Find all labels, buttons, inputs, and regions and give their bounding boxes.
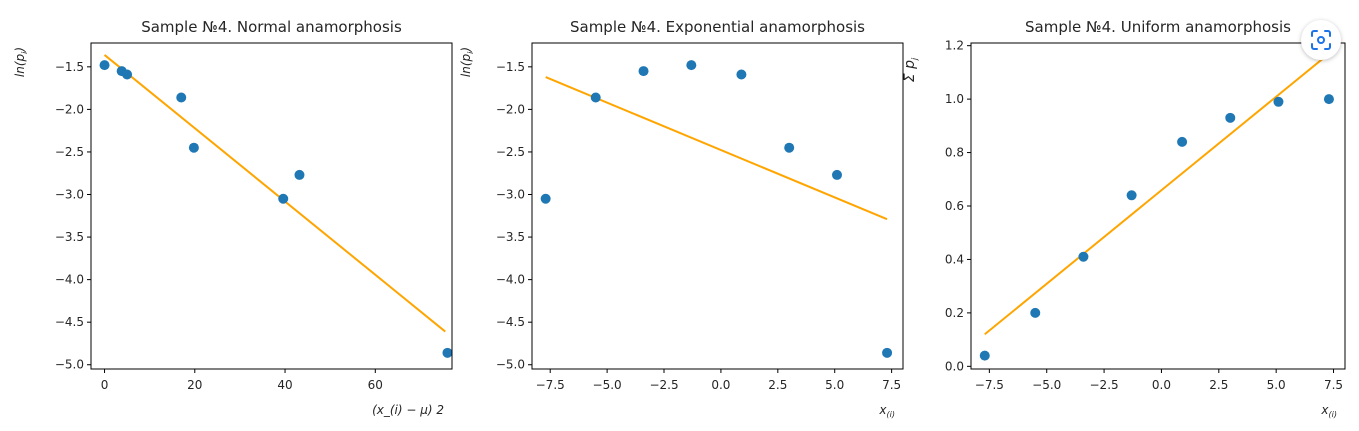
x-tick-label: 0.0	[711, 378, 730, 392]
chart-title: Sample №4. Exponential anamorphosis	[570, 18, 865, 36]
fit-line	[984, 52, 1330, 336]
data-point	[1323, 94, 1334, 105]
y-tick-label: −2.0	[496, 102, 525, 116]
data-point	[736, 69, 747, 80]
y-tick-label: −5.0	[55, 358, 84, 372]
y-tick-label: −1.5	[55, 60, 84, 74]
data-point	[1225, 112, 1236, 123]
x-tick-label: 2.5	[768, 378, 787, 392]
data-point	[686, 60, 697, 71]
x-axis-label: (x_(i) − μ) 2	[372, 403, 444, 417]
x-tick-label: 2.5	[1209, 378, 1228, 392]
chart-title: Sample №4. Uniform anamorphosis	[1025, 18, 1291, 36]
y-tick-label: −2.5	[55, 145, 84, 159]
x-axis-label: x(i)	[878, 403, 895, 419]
data-point	[590, 92, 601, 103]
chart-title: Sample №4. Normal anamorphosis	[141, 18, 402, 36]
y-tick-label: 0.8	[945, 146, 964, 160]
x-tick-label: −5.0	[593, 378, 622, 392]
x-tick-label: 60	[368, 378, 383, 392]
y-tick-label: −4.0	[55, 273, 84, 287]
data-point	[1030, 307, 1041, 318]
x-tick-label: −7.5	[536, 378, 565, 392]
y-axis-label: ln(pi)	[459, 47, 475, 77]
fit-line	[545, 76, 888, 221]
y-tick-label: 0.2	[945, 306, 964, 320]
axes-frame	[970, 42, 1346, 370]
axes-frame	[531, 42, 904, 370]
y-axis-label: ln(pi)	[13, 47, 29, 77]
y-tick-label: −5.0	[496, 358, 525, 372]
data-point	[784, 142, 795, 153]
y-tick-label: −2.5	[496, 145, 525, 159]
data-point	[122, 69, 133, 80]
data-point	[1177, 136, 1188, 147]
y-tick-label: 0.0	[945, 359, 964, 373]
y-tick-label: −3.0	[55, 188, 84, 202]
data-point	[176, 92, 187, 103]
data-point	[882, 347, 893, 358]
data-point	[540, 193, 551, 204]
lens-icon	[1311, 30, 1331, 50]
x-tick-label: 0	[101, 378, 109, 392]
y-tick-label: −2.0	[55, 102, 84, 116]
data-point	[1078, 251, 1089, 262]
y-axis-label: Σ pj	[902, 57, 919, 82]
x-tick-label: 7.5	[1324, 378, 1343, 392]
x-tick-label: 40	[277, 378, 292, 392]
data-point	[442, 347, 453, 358]
fit-line	[103, 54, 446, 333]
y-tick-label: −4.5	[55, 315, 84, 329]
chart-panel-2: Sample №4. Exponential anamorphosis−7.5−…	[459, 18, 904, 419]
y-tick-label: −4.5	[496, 315, 525, 329]
x-tick-label: 5.0	[825, 378, 844, 392]
data-point	[831, 169, 842, 180]
data-point	[1126, 190, 1137, 201]
x-tick-label: 0.0	[1152, 378, 1171, 392]
x-axis-label: x(i)	[1320, 403, 1337, 419]
x-tick-label: −7.5	[975, 378, 1004, 392]
x-tick-label: 20	[187, 378, 202, 392]
x-tick-label: 5.0	[1267, 378, 1286, 392]
y-tick-label: −3.5	[496, 230, 525, 244]
data-point	[188, 142, 199, 153]
y-tick-label: −4.0	[496, 273, 525, 287]
y-tick-label: −3.0	[496, 188, 525, 202]
data-point	[294, 169, 305, 180]
lens-button[interactable]	[1301, 20, 1341, 60]
y-tick-label: 0.6	[945, 199, 964, 213]
y-tick-label: 1.2	[945, 39, 964, 53]
y-tick-label: 0.4	[945, 252, 964, 266]
x-tick-label: −5.0	[1032, 378, 1061, 392]
axes-frame	[90, 42, 453, 370]
data-point	[979, 350, 990, 361]
data-point	[638, 66, 649, 77]
chart-panel-3: Sample №4. Uniform anamorphosis −7.5 −5.0 −…	[902, 18, 1346, 419]
y-tick-label: −1.5	[496, 60, 525, 74]
data-point	[99, 60, 110, 71]
chart-panel-1: Sample №4. Normal anamorphosis 0 20 40 60 −1.…	[13, 18, 453, 417]
x-tick-label: −2.5	[649, 378, 678, 392]
x-tick-label: 7.5	[882, 378, 901, 392]
data-point	[1273, 96, 1284, 107]
y-tick-label: 1.0	[945, 92, 964, 106]
data-point	[278, 193, 289, 204]
x-tick-label: −2.5	[1090, 378, 1119, 392]
y-tick-label: −3.5	[55, 230, 84, 244]
